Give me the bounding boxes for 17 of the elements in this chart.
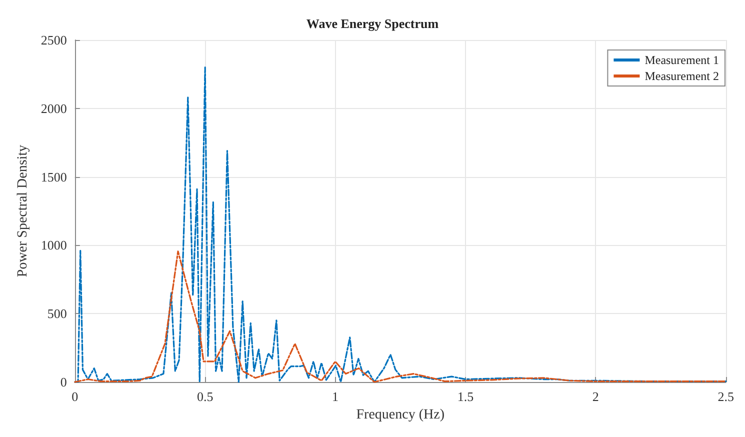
legend-label: Measurement 2	[644, 69, 720, 83]
chart-title: Wave Energy Spectrum	[306, 16, 439, 31]
x-tick-label: 2	[592, 389, 599, 404]
y-tick-label: 2500	[40, 32, 67, 48]
x-tick-label: 0	[72, 389, 78, 404]
y-tick-label: 0	[60, 374, 67, 390]
x-tick-label: 2.5	[718, 389, 734, 404]
y-tick-label: 2000	[40, 100, 67, 116]
y-tick-label: 500	[47, 306, 67, 322]
y-axis-title: Power Spectral Density	[16, 144, 30, 278]
x-axis-title: Frequency (Hz)	[356, 408, 445, 422]
x-tick-label: 0.5	[196, 389, 214, 404]
x-tick-label: 1.5	[457, 389, 474, 404]
legend-label: Measurement 1	[644, 53, 720, 67]
y-tick-label: 1000	[40, 238, 67, 253]
x-tick-label: 1	[332, 389, 339, 404]
y-tick-label: 1500	[40, 169, 67, 184]
